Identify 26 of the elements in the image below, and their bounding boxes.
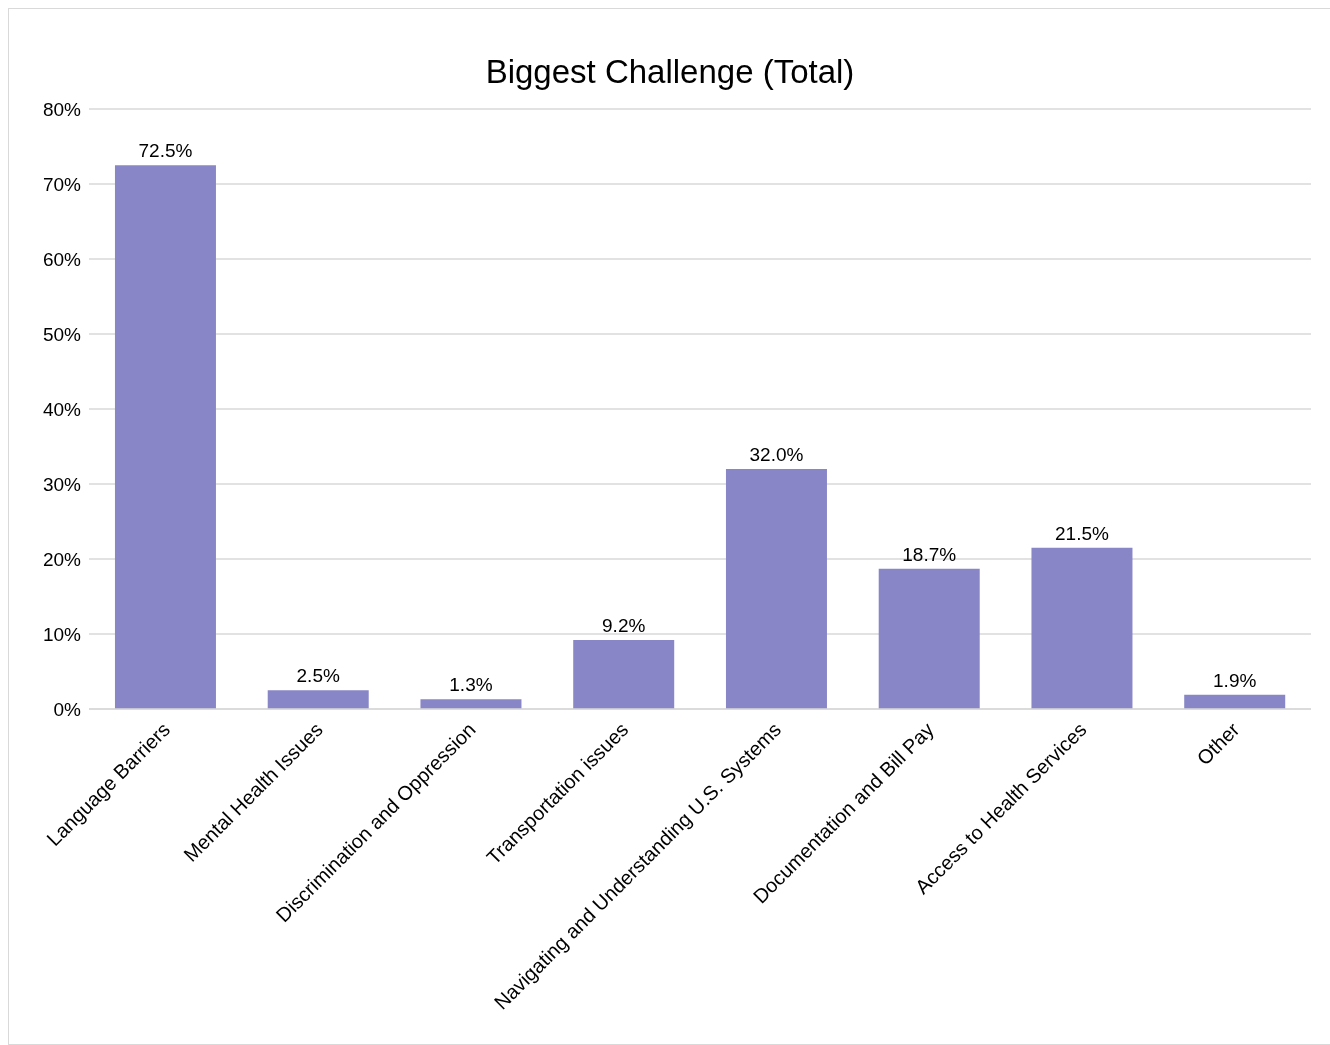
y-tick-label: 20%: [42, 548, 82, 570]
bar: [1031, 547, 1133, 709]
data-label: 1.9%: [1213, 669, 1257, 691]
y-tick-label: 30%: [42, 473, 82, 495]
bar: [725, 469, 827, 709]
data-label: 9.2%: [602, 615, 646, 636]
data-label: 1.3%: [449, 674, 493, 696]
y-tick-label: 0%: [53, 698, 82, 720]
y-tick-label: 80%: [42, 98, 82, 120]
data-label: 32.0%: [749, 444, 804, 465]
data-label: 2.5%: [296, 665, 340, 687]
y-tick-label: 40%: [42, 398, 82, 420]
data-label: 21.5%: [1055, 522, 1110, 544]
bar: [114, 165, 216, 709]
bar: [1184, 694, 1286, 709]
bar: [420, 699, 522, 709]
bar: [573, 640, 675, 709]
bar: [878, 568, 980, 709]
data-label: 18.7%: [902, 543, 957, 565]
y-tick-label: 10%: [42, 623, 82, 645]
y-tick-label: 50%: [42, 323, 82, 345]
chart-title: Biggest Challenge (Total): [484, 53, 856, 91]
y-tick-label: 70%: [42, 173, 82, 195]
bar: [267, 690, 369, 709]
y-tick-label: 60%: [42, 248, 82, 270]
data-label: 72.5%: [138, 140, 193, 162]
